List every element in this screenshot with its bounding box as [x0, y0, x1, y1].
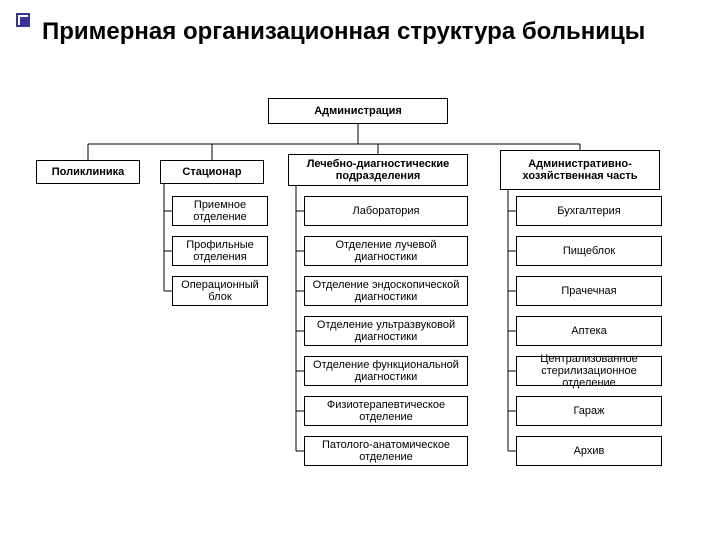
node-branch-2-child-5: Физиотерапевтическое отделение — [304, 396, 468, 426]
node-branch-2-child-3: Отделение ультразвуковой диагностики — [304, 316, 468, 346]
node-branch-3-child-1: Пищеблок — [516, 236, 662, 266]
node-root: Администрация — [268, 98, 448, 124]
org-chart: Администрация Поликлиника Стационар Приемно… — [0, 90, 720, 530]
node-branch-3-child-0: Бухгалтерия — [516, 196, 662, 226]
node-branch-3-child-5: Гараж — [516, 396, 662, 426]
node-branch-3-child-6: Архив — [516, 436, 662, 466]
node-branch-2-child-6: Патолого-анатомическое отделение — [304, 436, 468, 466]
node-branch-0: Поликлиника — [36, 160, 140, 184]
node-branch-2-child-4: Отделение функциональной диагностики — [304, 356, 468, 386]
node-branch-3-child-3: Аптека — [516, 316, 662, 346]
page-title: Примерная организационная структура боль… — [42, 18, 645, 46]
node-branch-3-child-4: Централизованное стерилизационное отделе… — [516, 356, 662, 386]
node-branch-2: Лечебно-диагностические подразделения — [288, 154, 468, 186]
node-branch-2-child-1: Отделение лучевой диагностики — [304, 236, 468, 266]
title-bullet — [16, 13, 30, 27]
node-branch-1-child-1: Профильные отделения — [172, 236, 268, 266]
node-branch-1-child-0: Приемное отделение — [172, 196, 268, 226]
node-branch-3-child-2: Прачечная — [516, 276, 662, 306]
title-bullet-inner — [20, 17, 28, 25]
node-branch-1-child-2: Операционный блок — [172, 276, 268, 306]
node-branch-2-child-0: Лаборатория — [304, 196, 468, 226]
node-branch-3: Административно-хозяйственная часть — [500, 150, 660, 190]
node-branch-1: Стационар — [160, 160, 264, 184]
node-branch-2-child-2: Отделение эндоскопической диагностики — [304, 276, 468, 306]
